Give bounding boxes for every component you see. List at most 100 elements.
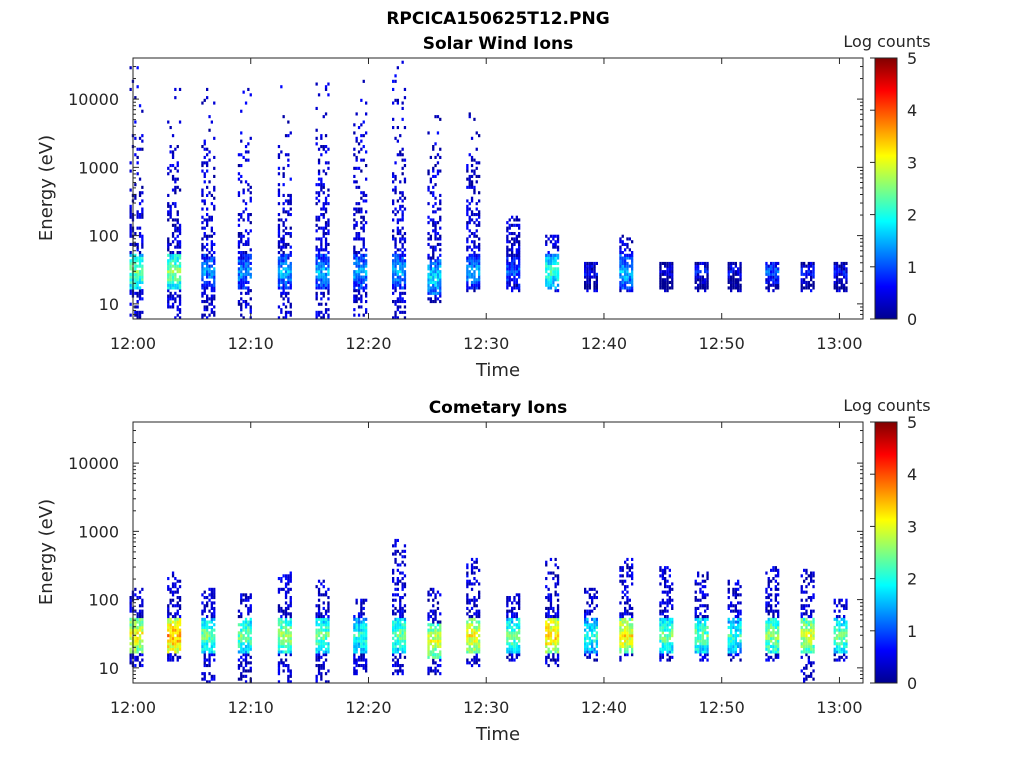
heatmap-cell xyxy=(434,639,437,643)
heatmap-cell xyxy=(403,164,407,168)
heatmap-cell xyxy=(353,658,356,662)
heatmap-cell xyxy=(284,199,288,203)
heatmap-cell xyxy=(315,136,318,140)
heatmap-cell xyxy=(210,264,213,268)
heatmap-cell xyxy=(554,242,557,246)
heatmap-cell xyxy=(394,316,397,320)
heatmap-cell xyxy=(206,636,209,640)
heatmap-cell xyxy=(774,604,777,608)
heatmap-cell xyxy=(470,620,474,624)
heatmap-cell xyxy=(401,226,404,230)
burst xyxy=(277,571,292,684)
heatmap-cell xyxy=(210,229,213,233)
heatmap-cell xyxy=(171,275,175,279)
heatmap-cell xyxy=(812,636,815,640)
heatmap-cell xyxy=(394,270,397,274)
heatmap-cell xyxy=(401,664,404,668)
heatmap-cell xyxy=(513,596,516,600)
heatmap-cell xyxy=(213,297,216,301)
heatmap-cell xyxy=(201,164,204,168)
heatmap-cell xyxy=(807,631,810,635)
heatmap-cell xyxy=(401,267,404,271)
heatmap-cell xyxy=(593,267,596,271)
heatmap-cell xyxy=(240,313,243,317)
heatmap-cell xyxy=(549,650,553,654)
heatmap-cell xyxy=(277,631,281,635)
heatmap-cell xyxy=(174,604,177,608)
heatmap-cell xyxy=(129,606,132,610)
heatmap-cell xyxy=(694,278,697,282)
heatmap-cell xyxy=(727,606,730,610)
heatmap-cell xyxy=(141,242,144,246)
heatmap-cell xyxy=(466,185,469,189)
heatmap-cell xyxy=(737,593,740,597)
heatmap-cell xyxy=(699,642,702,646)
heatmap-cell xyxy=(427,628,430,632)
heatmap-cell xyxy=(167,587,170,591)
heatmap-cell xyxy=(136,278,139,282)
heatmap-cell xyxy=(201,188,204,192)
heatmap-cell xyxy=(327,256,330,260)
burst xyxy=(392,60,407,320)
heatmap-cell xyxy=(466,661,469,665)
heatmap-cell xyxy=(466,164,469,168)
heatmap-cell xyxy=(287,242,290,246)
heatmap-cell xyxy=(357,644,361,648)
heatmap-cell xyxy=(770,606,773,610)
heatmap-cell xyxy=(355,642,358,646)
heatmap-cell xyxy=(694,264,697,268)
heatmap-cell xyxy=(244,625,248,629)
heatmap-cell xyxy=(774,609,777,613)
heatmap-cell xyxy=(129,259,132,263)
heatmap-cell xyxy=(835,280,839,284)
heatmap-cell xyxy=(353,639,356,643)
heatmap-cell xyxy=(427,215,430,219)
heatmap-cell xyxy=(624,650,627,654)
heatmap-cell xyxy=(277,153,281,157)
heatmap-cell xyxy=(473,598,476,602)
heatmap-cell xyxy=(586,636,589,640)
heatmap-cell xyxy=(201,620,204,624)
heatmap-cell xyxy=(240,636,243,640)
heatmap-cell xyxy=(213,639,216,643)
heatmap-cell xyxy=(800,264,803,268)
heatmap-cell xyxy=(396,221,399,225)
heatmap-cell xyxy=(706,631,709,635)
heatmap-cell xyxy=(169,251,172,255)
heatmap-cell xyxy=(434,237,437,241)
heatmap-cell xyxy=(518,631,521,635)
heatmap-cell xyxy=(141,650,144,654)
heatmap-cell xyxy=(244,202,248,206)
heatmap-cell xyxy=(765,267,768,271)
heatmap-cell xyxy=(473,245,476,249)
heatmap-cell xyxy=(694,650,697,654)
heatmap-cell xyxy=(624,264,627,268)
heatmap-cell xyxy=(803,579,806,583)
heatmap-cell xyxy=(427,237,430,241)
heatmap-cell xyxy=(432,620,435,624)
heatmap-cell xyxy=(631,283,634,287)
heatmap-cell xyxy=(167,297,170,301)
heatmap-cell xyxy=(174,625,177,629)
heatmap-cell xyxy=(706,286,709,290)
heatmap-cell xyxy=(392,625,395,629)
heatmap-cell xyxy=(800,655,803,659)
heatmap-cell xyxy=(429,653,432,657)
heatmap-cell xyxy=(365,248,368,252)
heatmap-cell xyxy=(427,655,430,659)
heatmap-cell xyxy=(136,615,139,619)
heatmap-cell xyxy=(436,237,440,241)
heatmap-cell xyxy=(365,300,368,304)
heatmap-cell xyxy=(556,634,560,638)
heatmap-cell xyxy=(287,604,290,608)
heatmap-cell xyxy=(812,644,815,648)
heatmap-cell xyxy=(556,245,560,249)
heatmap-cell xyxy=(247,286,250,290)
heatmap-cell xyxy=(208,680,211,684)
heatmap-cell xyxy=(697,631,700,635)
heatmap-cell xyxy=(392,126,395,130)
heatmap-cell xyxy=(129,650,132,654)
heatmap-cell xyxy=(353,166,356,170)
heatmap-cell xyxy=(515,642,518,646)
heatmap-cell xyxy=(277,669,281,673)
